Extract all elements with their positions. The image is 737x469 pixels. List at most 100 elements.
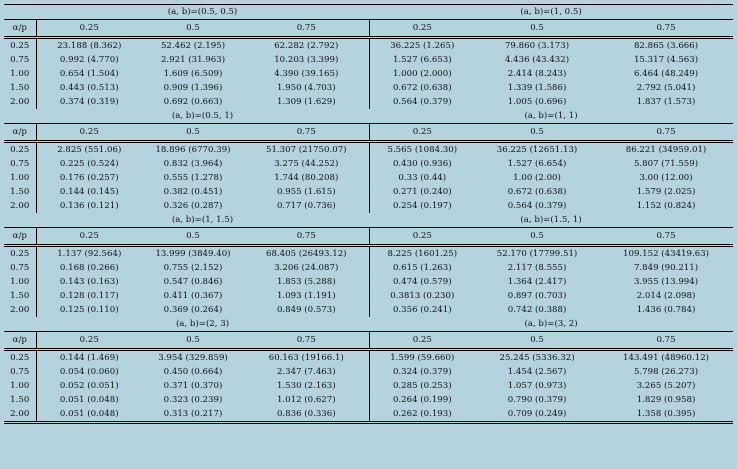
cell-left: 0.125 (0.110) xyxy=(59,305,119,315)
cell-right: 5.565 (1084.30) xyxy=(387,145,458,155)
cell-right: 1.527 (6.654) xyxy=(507,159,567,169)
cell-right: 2.414 (8.243) xyxy=(507,69,567,79)
cell-left: 0.555 (1.278) xyxy=(163,173,223,183)
column-header-left: 0.5 xyxy=(142,19,244,39)
cell-left: 0.144 (0.145) xyxy=(59,187,119,197)
row-label: 1.50 xyxy=(4,289,37,303)
cell-right: 25.245 (5336.32) xyxy=(499,353,575,363)
column-header-left: 0.25 xyxy=(36,19,142,39)
cell-left: 62.282 (2.792) xyxy=(244,37,370,53)
cell-left: 0.051 (0.048) xyxy=(59,395,119,405)
cell-right: 1.00 (2.00) xyxy=(513,173,561,183)
cell-left: 23.188 (8.362) xyxy=(57,41,122,51)
block-title-right: (a, b)=(3, 2) xyxy=(369,317,734,332)
cell-left: 0.755 (2.152) xyxy=(163,263,223,273)
column-header-left: 0.75 xyxy=(244,123,370,143)
cell-left: 0.382 (0.451) xyxy=(163,187,223,197)
cell-right: 0.430 (0.936) xyxy=(392,159,452,169)
cell-right: 52.170 (17799.51) xyxy=(496,249,578,259)
cell-left: 2.825 (551.06) xyxy=(57,145,122,155)
results-table: (a, b)=(0.5, 0.5) (a, b)=(1, 0.5) α/p 0.2… xyxy=(4,4,734,424)
cell-right: 1.364 (2.417) xyxy=(507,277,567,287)
table-row: 1.50 0.051 (0.048) 0.323 (0.239) 1.012 (0.6… xyxy=(4,393,733,407)
cell-left: 4.390 (39.165) xyxy=(244,67,370,81)
cell-right: 1.358 (0.395) xyxy=(599,407,734,424)
row-label: 0.75 xyxy=(4,157,37,171)
column-header-right: 0.5 xyxy=(475,331,600,351)
column-header-right: 0.5 xyxy=(475,227,600,247)
column-header-right: 0.5 xyxy=(475,19,600,39)
cell-left: 0.323 (0.239) xyxy=(163,395,223,405)
cell-right: 1.005 (0.696) xyxy=(507,97,567,107)
cell-right: 0.790 (0.379) xyxy=(507,395,567,405)
cell-right: 36.225 (1.265) xyxy=(390,41,455,51)
cell-right: 1.152 (0.824) xyxy=(636,201,696,211)
cell-right: 143.491 (48960.12) xyxy=(623,353,710,363)
cell-left: 52.462 (2.195) xyxy=(160,41,226,51)
cell-left: 18.896 (6770.39) xyxy=(155,145,231,155)
cell-left: 1.853 (5.288) xyxy=(244,275,370,289)
cell-left: 0.128 (0.117) xyxy=(59,291,119,301)
row-label: 1.00 xyxy=(4,171,37,185)
column-header-right: 0.5 xyxy=(475,123,600,143)
cell-right: 0.285 (0.253) xyxy=(392,381,452,391)
block-title-left: (a, b)=(1, 1.5) xyxy=(36,213,370,228)
cell-left: 1.744 (80.208) xyxy=(244,171,370,185)
cell-right: 0.262 (0.193) xyxy=(369,407,476,424)
column-header-right: 0.25 xyxy=(369,331,476,351)
cell-right: 3.265 (5.207) xyxy=(636,381,696,391)
cell-left: 68.405 (26493.12) xyxy=(244,245,370,261)
row-label: 2.00 xyxy=(4,303,37,317)
cell-right: 0.3813 (0.230) xyxy=(390,291,455,301)
cell-left: 0.136 (0.121) xyxy=(59,201,119,211)
cell-left: 0.836 (0.336) xyxy=(244,407,370,424)
cell-left: 2.921 (31.963) xyxy=(160,55,226,65)
cell-right: 2.014 (2.098) xyxy=(636,291,696,301)
column-header-row: α/p 0.25 0.5 0.75 0.25 0.5 0.75 xyxy=(4,227,734,247)
cell-left: 0.144 (1.469) xyxy=(59,353,119,363)
cell-right: 0.709 (0.249) xyxy=(475,407,600,424)
column-header-left: 0.75 xyxy=(244,227,370,247)
block-title-row: (a, b)=(0.5, 1) (a, b)=(1, 1) xyxy=(4,109,734,124)
table-row: 2.00 0.136 (0.121) 0.326 (0.287) 0.717 (0.7… xyxy=(4,199,733,213)
row-header-label: α/p xyxy=(4,331,37,351)
cell-right: 0.615 (1.263) xyxy=(392,263,452,273)
column-header-row: α/p 0.25 0.5 0.75 0.25 0.5 0.75 xyxy=(4,19,734,39)
cell-left: 0.054 (0.060) xyxy=(59,367,119,377)
cell-right: 2.117 (8.555) xyxy=(507,263,567,273)
cell-left: 0.450 (0.664) xyxy=(163,367,223,377)
cell-right: 0.271 (0.240) xyxy=(392,187,452,197)
cell-right: 0.742 (0.388) xyxy=(507,305,567,315)
table-row: 1.00 0.176 (0.257) 0.555 (1.278) 1.744 (80.… xyxy=(4,171,733,185)
table-row: 1.50 0.128 (0.117) 0.411 (0.367) 1.093 (1.1… xyxy=(4,289,733,303)
row-label: 1.50 xyxy=(4,185,37,199)
cell-left: 0.411 (0.367) xyxy=(163,291,223,301)
column-header-right: 0.75 xyxy=(599,331,734,351)
column-header-left: 0.25 xyxy=(36,227,142,247)
cell-right: 3.955 (13.994) xyxy=(633,277,699,287)
cell-right: 0.356 (0.241) xyxy=(392,305,452,315)
cell-right: 1.339 (1.586) xyxy=(507,83,567,93)
cell-right: 0.897 (0.703) xyxy=(507,291,567,301)
column-header-left: 0.25 xyxy=(36,331,142,351)
table-row: 1.00 0.143 (0.163) 0.547 (0.846) 1.853 (5.2… xyxy=(4,275,733,289)
column-header-left: 0.25 xyxy=(36,123,142,143)
column-header-row: α/p 0.25 0.5 0.75 0.25 0.5 0.75 xyxy=(4,123,734,143)
row-header-label: α/p xyxy=(4,19,37,39)
column-header-left: 0.5 xyxy=(142,227,244,247)
cell-left: 1.309 (1.629) xyxy=(244,95,370,109)
cell-left: 0.717 (0.736) xyxy=(244,199,370,213)
cell-right: 79.860 (3.173) xyxy=(504,41,570,51)
cell-left: 0.692 (0.663) xyxy=(163,97,223,107)
row-header-label: α/p xyxy=(4,123,37,143)
block-title-row: (a, b)=(2, 3) (a, b)=(3, 2) xyxy=(4,317,734,332)
cell-left: 0.654 (1.504) xyxy=(59,69,119,79)
table-row: 0.75 0.168 (0.266) 0.755 (2.152) 3.206 (24.… xyxy=(4,261,733,275)
cell-left: 10.203 (3.399) xyxy=(244,53,370,67)
cell-left: 0.832 (3.964) xyxy=(163,159,223,169)
cell-left: 0.143 (0.163) xyxy=(59,277,119,287)
table-row: 2.00 0.125 (0.110) 0.369 (0.264) 0.849 (0.5… xyxy=(4,303,733,317)
cell-right: 1.527 (6.653) xyxy=(392,55,452,65)
cell-right: 0.672 (0.638) xyxy=(392,83,452,93)
results-table-container: (a, b)=(0.5, 0.5) (a, b)=(1, 0.5) α/p 0.2… xyxy=(4,4,734,424)
